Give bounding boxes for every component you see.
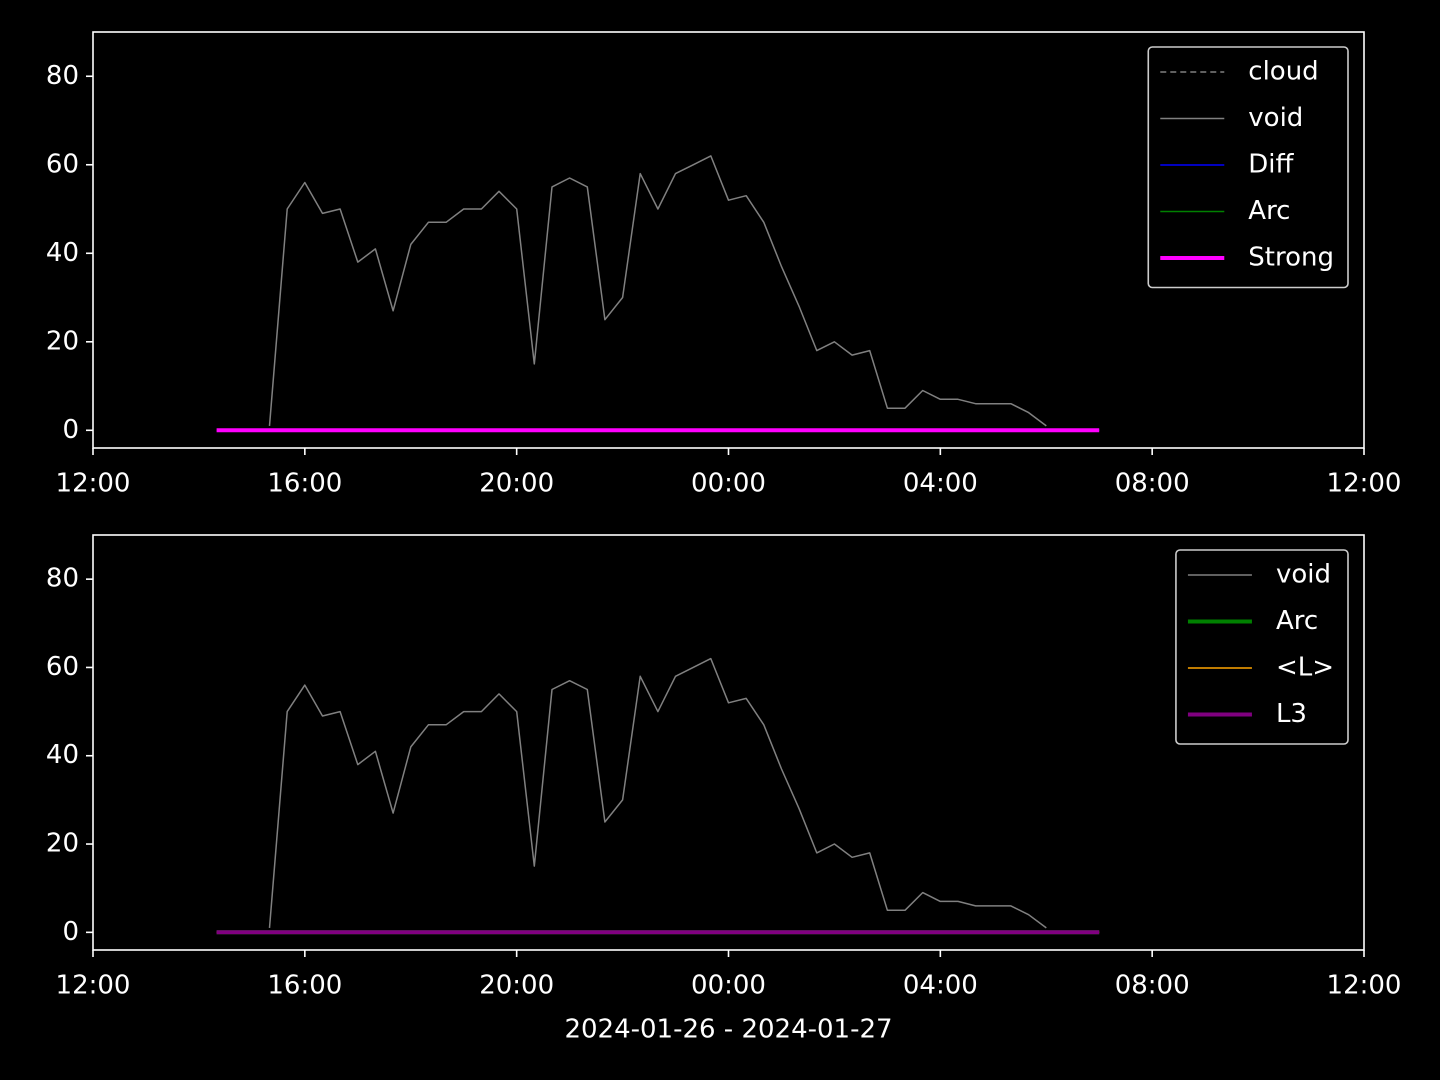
y-tick-label: 80 xyxy=(46,564,79,594)
legend-label: cloud xyxy=(1248,57,1318,87)
x-tick-label: 20:00 xyxy=(479,469,554,499)
legend-label: <L> xyxy=(1276,653,1334,683)
legend-label: Strong xyxy=(1248,243,1334,273)
y-tick-label: 0 xyxy=(62,917,79,947)
legend-frame xyxy=(1175,549,1349,745)
y-tick-label: 60 xyxy=(46,652,79,682)
series-line xyxy=(268,657,1047,929)
legend-label: Arc xyxy=(1276,606,1318,636)
x-tick-label: 04:00 xyxy=(903,469,978,499)
y-tick-label: 60 xyxy=(46,149,79,179)
x-tick-label: 12:00 xyxy=(1327,971,1402,1001)
x-tick-label: 12:00 xyxy=(1327,469,1402,499)
y-tick-label: 40 xyxy=(46,740,79,770)
legend-label: Diff xyxy=(1248,150,1294,180)
x-tick-label: 00:00 xyxy=(691,971,766,1001)
x-tick-label: 16:00 xyxy=(267,469,342,499)
x-tick-label: 04:00 xyxy=(903,971,978,1001)
legend-label: L3 xyxy=(1276,699,1307,729)
x-tick-label: 20:00 xyxy=(479,971,554,1001)
legend-label: void xyxy=(1248,103,1303,133)
x-tick-label: 12:00 xyxy=(56,971,131,1001)
legend-label: Arc xyxy=(1248,196,1290,226)
y-tick-label: 20 xyxy=(46,829,79,859)
y-tick-label: 80 xyxy=(46,61,79,91)
x-tick-label: 16:00 xyxy=(267,971,342,1001)
x-tick-label: 12:00 xyxy=(56,469,131,499)
x-tick-label: 00:00 xyxy=(691,469,766,499)
axes-frame xyxy=(92,534,1365,951)
x-tick-label: 08:00 xyxy=(1115,971,1190,1001)
legend-frame xyxy=(1147,46,1349,289)
y-tick-label: 20 xyxy=(46,326,79,356)
x-tick-label: 08:00 xyxy=(1115,469,1190,499)
x-axis-label: 2024-01-26 - 2024-01-27 xyxy=(564,1015,892,1045)
legend-label: void xyxy=(1276,560,1331,590)
y-tick-label: 0 xyxy=(62,415,79,445)
y-tick-label: 40 xyxy=(46,238,79,268)
series-line xyxy=(268,155,1047,427)
